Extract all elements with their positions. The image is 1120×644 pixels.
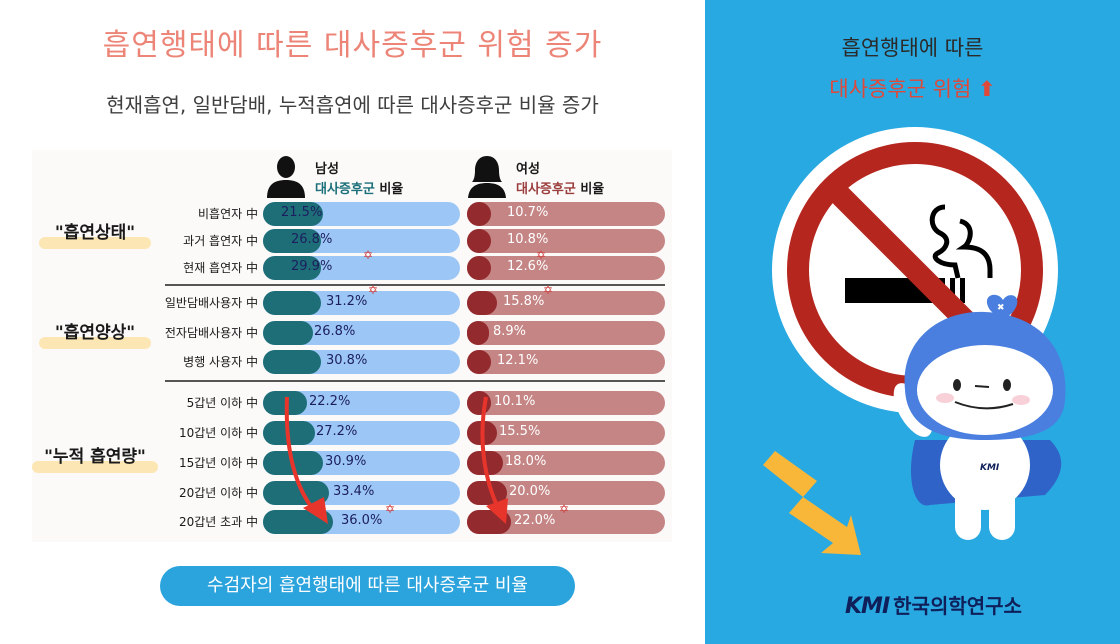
female-header: 여성 대사증후군 비율 (466, 152, 646, 198)
chart-row: 20갑년 초과 中 36.0% ✡ 22.0% ✡ (0, 502, 705, 534)
male-bar: 22.2% (263, 391, 460, 415)
zigzag-arrow-icon (763, 451, 861, 555)
chart-row: 병행 사용자 中 30.8% 12.1% (0, 350, 705, 374)
star-icon: ✡ (559, 502, 570, 516)
star-icon: ✡ (543, 283, 554, 297)
female-bar: 10.7% (467, 202, 665, 226)
female-bar: 10.8% (467, 229, 665, 253)
female-bar: 18.0% (467, 451, 665, 475)
right-title-line1: 흡연행태에 따른 (841, 36, 984, 60)
highlight-brush (39, 237, 151, 249)
female-bar: 15.8% ✡ (467, 283, 665, 315)
kmi-logo-name: 한국의학연구소 (893, 594, 1022, 618)
male-bar: 30.9% (263, 451, 460, 475)
kmi-logo-mark: KMI (845, 594, 890, 619)
male-bar: 31.2% ✡ (263, 283, 460, 315)
female-bar: 8.9% (467, 321, 665, 345)
kmi-logo: KMI 한국의학연구소 (845, 590, 1022, 620)
female-bar: 12.1% (467, 350, 665, 374)
male-bar: 26.8% (263, 229, 460, 253)
chart-row: 10갑년 이하 中 27.2% 15.5% (0, 421, 705, 445)
group-divider (165, 284, 665, 286)
group-divider (165, 380, 665, 382)
female-bar: 12.6% ✡ (467, 248, 665, 280)
chart-row: 일반담배사용자 中 31.2% ✡ 15.8% ✡ (0, 283, 705, 315)
infographic-right-panel: 흡연행태에 따른 대사증후군 위험 ⬆ (705, 0, 1120, 644)
category-smoking-status: "흡연상태" (39, 218, 151, 249)
chart-row: 20갑년 이하 中 33.4% 20.0% (0, 481, 705, 505)
male-bar: 33.4% (263, 481, 460, 505)
up-arrow-icon: ⬆ (978, 77, 996, 101)
male-person-icon (267, 156, 305, 198)
chart-row: 비흡연자 中 21.5% 10.7% (0, 202, 705, 226)
right-title-line2: 대사증후군 위험 ⬆ (829, 77, 996, 101)
star-icon: ✡ (385, 502, 396, 516)
svg-text:KMI: KMI (980, 463, 1000, 473)
highlight-brush (32, 461, 158, 473)
chart-row: 과거 흡연자 中 26.8% 10.8% (0, 229, 705, 253)
male-bar: 27.2% (263, 421, 460, 445)
svg-text:✖: ✖ (997, 303, 1005, 313)
female-bar: 15.5% (467, 421, 665, 445)
male-bar: 30.8% (263, 350, 460, 374)
star-icon: ✡ (363, 248, 374, 262)
infographic-left-panel: 흡연행태에 따른 대사증후군 위험 증가 현재흡연, 일반담배, 누적흡연에 따… (0, 28, 705, 606)
page-subtitle: 현재흡연, 일반담배, 누적흡연에 따른 대사증후군 비율 증가 (106, 93, 599, 117)
kmi-mascot-icon: ✖ KMI (893, 294, 1066, 540)
female-bar: 22.0% ✡ (467, 502, 665, 534)
female-bar: 10.1% (467, 391, 665, 415)
category-cumulative-smoking: "누적 흡연량" (32, 442, 158, 473)
chart-row: 5갑년 이하 中 22.2% 10.1% (0, 391, 705, 415)
category-smoking-pattern: "흡연양상" (39, 318, 151, 349)
male-bar: 21.5% (263, 202, 460, 226)
chart-row: 전자담배사용자 中 26.8% 8.9% (0, 321, 705, 345)
star-icon: ✡ (536, 248, 547, 262)
female-person-icon (468, 156, 506, 198)
male-header: 남성 대사증후군 비율 (265, 152, 445, 198)
male-bar: 26.8% (263, 321, 460, 345)
highlight-brush (39, 337, 151, 349)
chart-row: 현재 흡연자 中 29.9% ✡ 12.6% ✡ (0, 248, 705, 280)
chart-caption: 수검자의 흡연행태에 따른 대사증후군 비율 (160, 566, 575, 606)
star-icon: ✡ (368, 283, 379, 297)
male-bar: 36.0% ✡ (263, 502, 460, 534)
male-bar: 29.9% ✡ (263, 248, 460, 280)
page-title: 흡연행태에 따른 대사증후군 위험 증가 (102, 28, 603, 63)
